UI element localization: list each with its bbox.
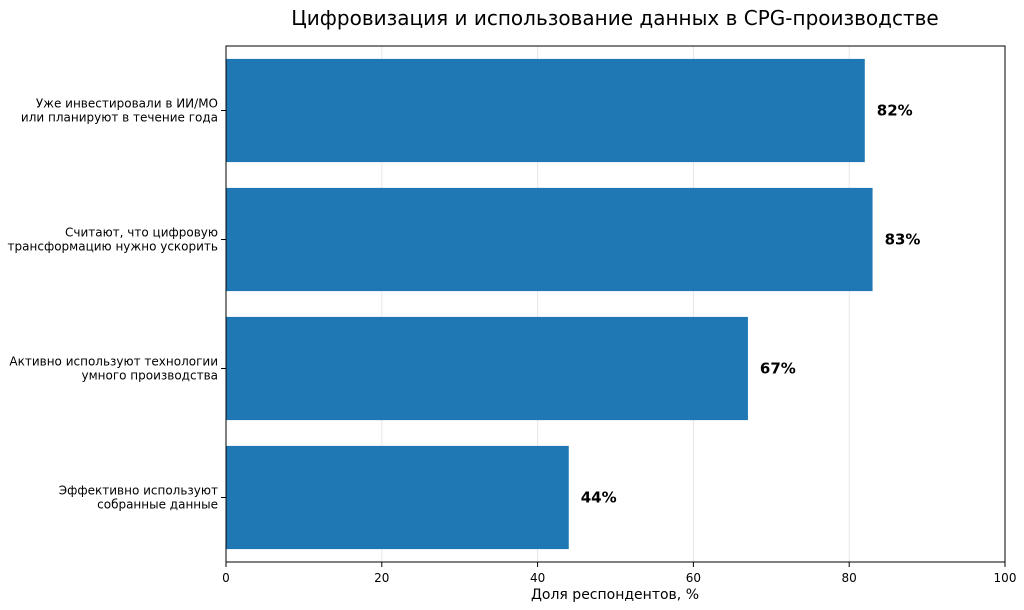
category-label-line: Считают, что цифровую bbox=[65, 226, 218, 240]
x-tick-label: 40 bbox=[530, 571, 545, 585]
category-label-line: умного производства bbox=[81, 369, 218, 383]
bar bbox=[226, 58, 865, 163]
category-label-line: трансформацию нужно ускорить bbox=[8, 240, 218, 254]
category-label: Эффективно используют собранные данные bbox=[59, 484, 218, 512]
data-label: 82% bbox=[877, 102, 913, 120]
x-axis-ticks: 0 20 40 60 80 100 bbox=[222, 562, 1016, 585]
bar bbox=[226, 187, 873, 292]
category-label-line: Эффективно используют bbox=[59, 484, 218, 498]
bar bbox=[226, 445, 569, 550]
x-tick-label: 80 bbox=[842, 571, 857, 585]
category-label-line: или планируют в течение года bbox=[21, 111, 218, 125]
category-label: Уже инвестировали в ИИ/МО или планируют в… bbox=[21, 97, 218, 125]
bar bbox=[226, 316, 748, 421]
data-label: 44% bbox=[581, 489, 617, 507]
plot-frame bbox=[225, 45, 1006, 563]
x-tick-label: 20 bbox=[374, 571, 389, 585]
data-label: 83% bbox=[885, 231, 921, 249]
x-tick-label: 100 bbox=[994, 571, 1017, 585]
category-label: Активно используют технологии умного прои… bbox=[9, 355, 218, 383]
x-axis-label: Доля респондентов, % bbox=[531, 587, 699, 603]
bars bbox=[226, 58, 873, 550]
y-axis-categories: Уже инвестировали в ИИ/МО или планируют в… bbox=[8, 97, 226, 512]
category-label-line: Уже инвестировали в ИИ/МО bbox=[36, 97, 218, 111]
category-label-line: собранные данные bbox=[97, 498, 218, 512]
plot-border bbox=[225, 45, 1006, 563]
x-tick-label: 60 bbox=[686, 571, 701, 585]
chart-title: Цифровизация и использование данных в CP… bbox=[291, 6, 938, 30]
data-label: 67% bbox=[760, 360, 796, 378]
category-label-line: Активно используют технологии bbox=[9, 355, 218, 369]
x-tick-label: 0 bbox=[222, 571, 230, 585]
category-label: Считают, что цифровую трансформацию нужно… bbox=[8, 226, 218, 254]
data-labels: 82% 83% 67% 44% bbox=[581, 102, 921, 507]
